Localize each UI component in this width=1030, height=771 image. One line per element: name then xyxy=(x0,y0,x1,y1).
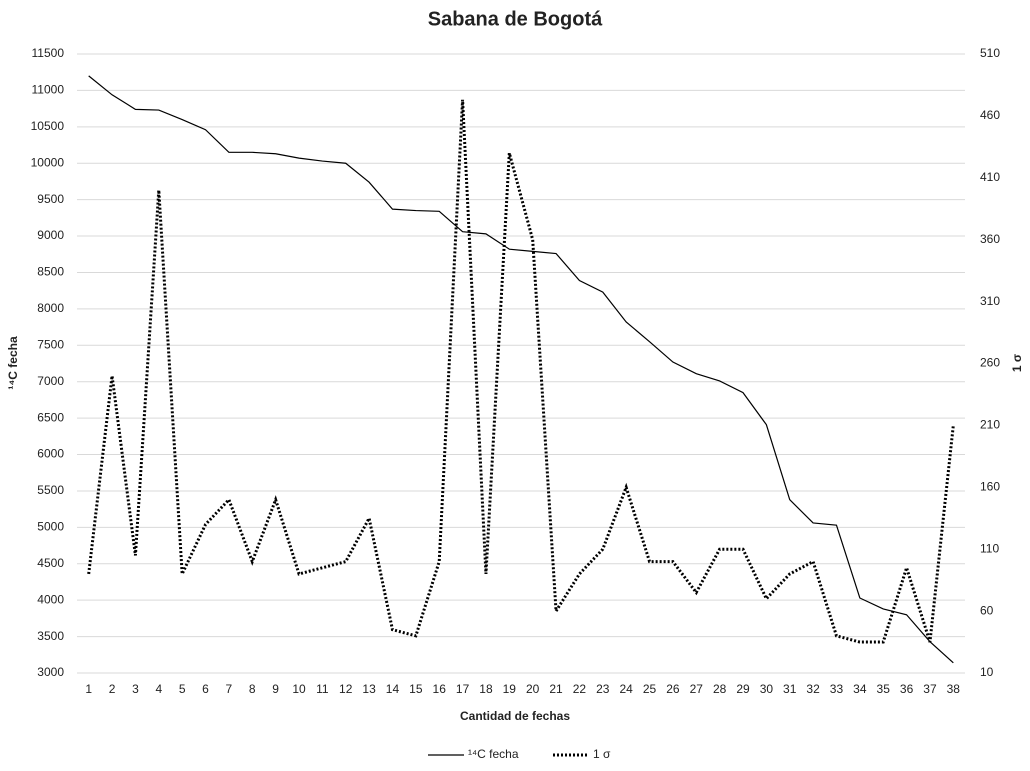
x-tick-label: 28 xyxy=(713,682,727,696)
legend-label: 1 σ xyxy=(593,747,611,761)
x-tick-label: 37 xyxy=(923,682,937,696)
x-tick-label: 13 xyxy=(362,682,376,696)
y-tick-label: 3000 xyxy=(37,665,64,679)
y-tick-label: 4500 xyxy=(37,556,64,570)
y2-tick-label: 160 xyxy=(980,479,1000,493)
y-tick-label: 9000 xyxy=(37,228,64,242)
x-tick-label: 2 xyxy=(109,682,116,696)
x-tick-label: 31 xyxy=(783,682,797,696)
y-tick-label: 7500 xyxy=(37,337,64,351)
y2-tick-label: 60 xyxy=(980,603,994,617)
y2-axis-label: 1 σ xyxy=(1010,354,1024,372)
x-tick-label: 18 xyxy=(479,682,493,696)
series-line xyxy=(87,99,955,644)
y-tick-label: 3500 xyxy=(37,629,64,643)
x-tick-label: 30 xyxy=(760,682,774,696)
y-tick-label: 8000 xyxy=(37,301,64,315)
x-tick-label: 26 xyxy=(666,682,680,696)
y-tick-label: 7000 xyxy=(37,374,64,388)
x-tick-label: 19 xyxy=(503,682,517,696)
y-tick-label: 4000 xyxy=(37,592,64,606)
y-tick-label: 10000 xyxy=(31,155,65,169)
y-tick-label: 9500 xyxy=(37,192,64,206)
x-tick-label: 25 xyxy=(643,682,657,696)
chart-title: Sabana de Bogotá xyxy=(428,8,603,30)
x-tick-label: 34 xyxy=(853,682,867,696)
x-tick-label: 1 xyxy=(85,682,92,696)
y2-tick-label: 510 xyxy=(980,46,1000,60)
y-axis-label: ¹⁴C fecha xyxy=(6,336,20,390)
x-tick-label: 35 xyxy=(877,682,891,696)
y-tick-label: 5000 xyxy=(37,520,64,534)
x-tick-label: 14 xyxy=(386,682,400,696)
x-tick-label: 12 xyxy=(339,682,353,696)
x-tick-label: 17 xyxy=(456,682,470,696)
legend-label: ¹⁴C fecha xyxy=(468,747,519,761)
y2-tick-label: 460 xyxy=(980,108,1000,122)
x-tick-label: 9 xyxy=(272,682,279,696)
x-tick-label: 10 xyxy=(292,682,306,696)
y2-tick-label: 410 xyxy=(980,170,1000,184)
x-tick-label: 33 xyxy=(830,682,844,696)
y-tick-label: 5500 xyxy=(37,483,64,497)
x-tick-label: 23 xyxy=(596,682,610,696)
x-tick-label: 24 xyxy=(619,682,633,696)
y-tick-label: 6000 xyxy=(37,447,64,461)
y2-tick-label: 310 xyxy=(980,294,1000,308)
x-tick-label: 4 xyxy=(155,682,162,696)
x-axis-label: Cantidad de fechas xyxy=(460,709,570,723)
x-tick-label: 11 xyxy=(316,682,329,696)
y-tick-label: 11500 xyxy=(32,46,65,60)
x-tick-label: 27 xyxy=(690,682,704,696)
y2-tick-label: 210 xyxy=(980,418,1000,432)
series-line xyxy=(88,75,954,664)
y2-tick-label: 260 xyxy=(980,356,1000,370)
y-tick-label: 11000 xyxy=(32,83,65,97)
x-tick-label: 8 xyxy=(249,682,256,696)
x-tick-label: 36 xyxy=(900,682,914,696)
y2-tick-label: 10 xyxy=(980,665,994,679)
y2-tick-label: 360 xyxy=(980,232,1000,246)
y-tick-label: 10500 xyxy=(31,119,65,133)
x-tick-label: 5 xyxy=(179,682,186,696)
x-tick-label: 15 xyxy=(409,682,423,696)
x-tick-label: 32 xyxy=(806,682,820,696)
y2-tick-label: 110 xyxy=(980,541,999,555)
x-tick-label: 20 xyxy=(526,682,540,696)
x-tick-label: 29 xyxy=(736,682,750,696)
y-tick-label: 8500 xyxy=(37,265,64,279)
x-tick-label: 22 xyxy=(573,682,587,696)
y-tick-label: 6500 xyxy=(37,410,64,424)
x-tick-label: 6 xyxy=(202,682,209,696)
x-tick-label: 21 xyxy=(549,682,563,696)
x-tick-label: 3 xyxy=(132,682,139,696)
x-tick-label: 16 xyxy=(433,682,447,696)
x-tick-label: 38 xyxy=(947,682,961,696)
x-tick-label: 7 xyxy=(226,682,233,696)
